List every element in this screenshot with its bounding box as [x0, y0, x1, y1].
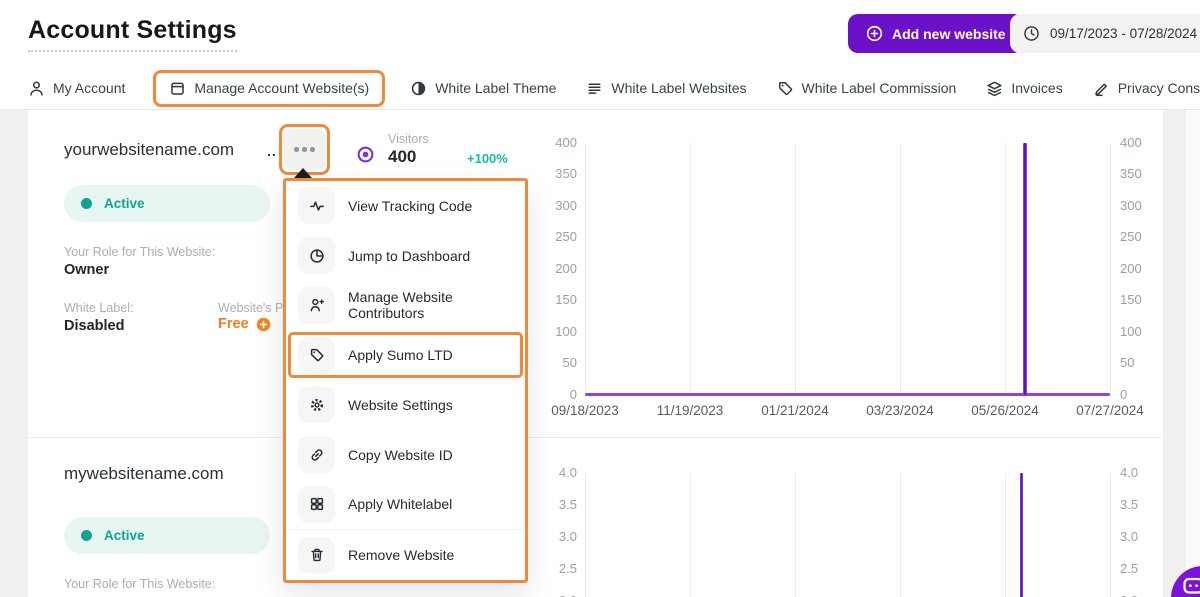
tab-label: Privacy Consents	[1117, 80, 1200, 96]
menu-item-manage-website-contributors[interactable]: Manage Website Contributors	[286, 281, 525, 331]
tag-icon	[310, 348, 323, 362]
user-icon	[30, 81, 43, 96]
tab-white-label-theme[interactable]: White Label Theme	[410, 80, 556, 97]
scrollbar-track[interactable]	[1186, 110, 1200, 597]
status-label: Active	[104, 196, 145, 211]
page-title: Account Settings	[28, 16, 237, 52]
tab-label: White Label Websites	[611, 80, 747, 96]
tab-label: White Label Theme	[435, 80, 557, 96]
contrast-icon	[412, 81, 426, 95]
tab-white-label-commission[interactable]: White Label Commission	[777, 80, 957, 97]
box-icon	[171, 82, 185, 95]
add-new-website-label: Add new website	[892, 25, 1006, 42]
target-icon	[357, 146, 374, 163]
price-value-row: Free	[218, 316, 271, 332]
website-actions-menu: View Tracking Code Jump to Dashboard Man…	[283, 178, 528, 583]
white-label-label: White Label:	[64, 301, 134, 315]
clock-icon	[1024, 26, 1039, 41]
grid-icon	[310, 498, 323, 511]
pulse-icon	[309, 201, 324, 211]
trash-icon	[310, 548, 323, 562]
status-badge: Active	[64, 185, 270, 222]
website-name: mywebsitename.com	[64, 464, 224, 483]
date-range-picker[interactable]: 09/17/2023 - 07/28/2024	[1010, 14, 1200, 53]
more-dots-icon	[294, 147, 299, 152]
user-plus-icon	[310, 299, 324, 312]
status-dot-icon	[81, 198, 92, 209]
tab-manage-account-websites[interactable]: Manage Account Website(s)	[153, 69, 386, 107]
settings-tab-bar: My Account Manage Account Website(s) Whi…	[0, 66, 1200, 110]
tab-white-label-websites[interactable]: White Label Websites	[586, 80, 747, 97]
price-value: Free	[218, 316, 249, 332]
pie-chart-icon	[309, 248, 324, 263]
tab-label: Invoices	[1011, 80, 1063, 96]
tab-label: My Account	[53, 80, 126, 96]
menu-item-apply-sumo-ltd[interactable]: Apply Sumo LTD	[286, 330, 525, 380]
plus-circle-icon	[866, 25, 883, 42]
date-range-value: 09/17/2023 - 07/28/2024	[1050, 26, 1198, 41]
menu-item-view-tracking-code[interactable]: View Tracking Code	[286, 181, 525, 231]
website-name: yourwebsitename.com	[64, 140, 235, 159]
menu-item-remove-website[interactable]: Remove Website	[286, 529, 525, 580]
row-divider	[28, 437, 1163, 438]
visitors-stat-change: +100%	[467, 151, 508, 166]
chat-widget-button[interactable]	[1171, 566, 1200, 597]
role-label: Your Role for This Website:	[64, 577, 216, 591]
status-dot-icon	[81, 530, 92, 541]
lines-icon	[588, 83, 601, 94]
menu-item-apply-whitelabel[interactable]: Apply Whitelabel	[286, 480, 525, 530]
tab-label: White Label Commission	[801, 80, 957, 96]
website-actions-more-button[interactable]	[284, 129, 325, 170]
website-name-overflow: ..	[267, 143, 277, 159]
layers-icon	[987, 81, 1002, 96]
gear-icon	[310, 398, 323, 411]
tab-my-account[interactable]: My Account	[28, 80, 125, 97]
tab-label: Manage Account Website(s)	[194, 80, 370, 96]
tab-privacy-consents[interactable]: Privacy Consents	[1093, 80, 1200, 97]
tab-invoices[interactable]: Invoices	[986, 80, 1063, 97]
role-label: Your Role for This Website:	[64, 245, 216, 259]
visitors-stat-label: Visitors	[388, 132, 429, 146]
white-label-value: Disabled	[64, 318, 125, 334]
header: Account Settings Add new website 09/17/2…	[0, 0, 1200, 110]
tag-icon	[778, 81, 792, 95]
status-label: Active	[104, 528, 145, 543]
link-icon	[311, 448, 322, 461]
menu-item-copy-website-id[interactable]: Copy Website ID	[286, 430, 525, 480]
menu-item-website-settings[interactable]: Website Settings	[286, 380, 525, 430]
annotation-highlight-more-button	[279, 124, 330, 175]
role-value: Owner	[64, 262, 110, 278]
chat-bubble-icon	[1183, 577, 1200, 594]
upgrade-plus-circle-icon[interactable]	[256, 317, 271, 332]
menu-item-jump-to-dashboard[interactable]: Jump to Dashboard	[286, 231, 525, 281]
add-new-website-button[interactable]: Add new website	[848, 14, 1024, 53]
pencil-icon	[1094, 83, 1107, 96]
visitors-stat-value: 400	[388, 147, 417, 166]
status-badge: Active	[64, 517, 270, 554]
menu-caret	[294, 168, 312, 178]
